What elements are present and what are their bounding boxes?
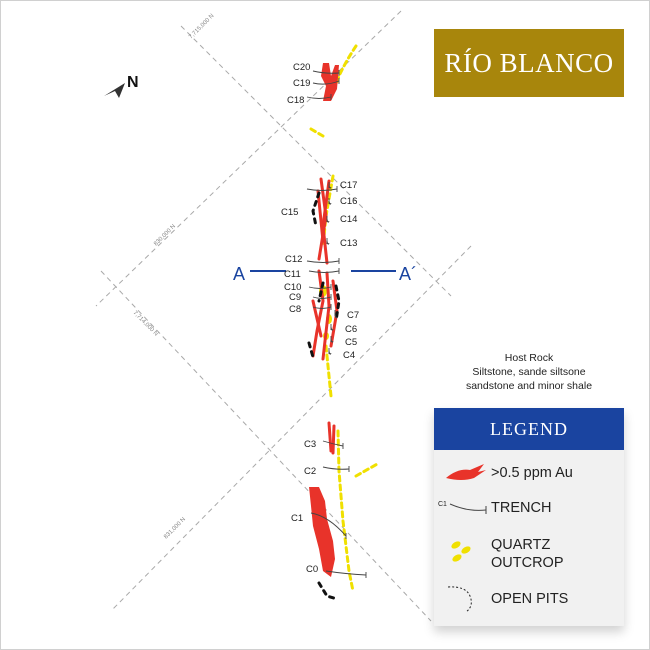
trench-label: C14 (340, 214, 357, 225)
trench-line (306, 96, 332, 99)
trench-label: C9 (289, 292, 301, 303)
grid-label: 7,715,000 N (188, 13, 215, 40)
legend-label-quartz: QUARTZ OUTCROP (491, 537, 564, 571)
trench-label: C2 (304, 466, 316, 477)
grid-line (180, 25, 452, 297)
trench-line (322, 466, 350, 470)
legend-label-open-pits: OPEN PITS (491, 591, 569, 607)
legend-panel: LEGEND >0.5 ppm Au C1 TRENCH QUARTZ OUTC… (434, 408, 624, 626)
gold-anomaly-swatch-icon (446, 464, 486, 480)
trench-label: C10 (284, 282, 301, 293)
trench-line (306, 260, 340, 263)
legend-label-trench: TRENCH (491, 500, 552, 516)
trench-label: C5 (345, 337, 357, 348)
trench-label: C6 (345, 324, 357, 335)
grid-line (100, 270, 432, 622)
trench-label: C7 (347, 310, 359, 321)
trench-line (308, 286, 332, 289)
trench-line (312, 296, 332, 299)
coordinate-grid (95, 10, 472, 622)
trench-label: C4 (343, 350, 355, 361)
section-end-label: A´ (399, 264, 417, 284)
trench-line-symbol-icon: C1 (438, 501, 487, 514)
trench-label: C19 (293, 78, 310, 89)
open-pit-group (307, 191, 341, 601)
host-rock-line: Siltstone, sande siltsone (472, 366, 586, 378)
legend-label-au: >0.5 ppm Au (491, 465, 573, 481)
trench-label: C11 (284, 269, 301, 280)
trench-label: C17 (340, 180, 357, 191)
trench-label: C15 (281, 207, 298, 218)
map-title: RÍO BLANCO (434, 29, 624, 97)
trench-line (312, 306, 332, 309)
trench-line (325, 570, 367, 576)
svg-text:C1: C1 (438, 501, 447, 508)
trench-line (312, 70, 340, 74)
legend-title: LEGEND (434, 408, 624, 450)
trench-label: C18 (287, 95, 304, 106)
trench-label: C16 (340, 196, 357, 207)
host-rock-line: sandstone and minor shale (465, 380, 593, 392)
grid-label: 830,000 N (153, 224, 177, 248)
host-rock-note: Host Rock Siltstone, sande siltsone sand… (459, 351, 599, 393)
trench-label: C13 (340, 238, 357, 249)
trench-label: C20 (293, 62, 310, 73)
north-arrow-icon: N (104, 74, 139, 98)
trench-line (322, 440, 344, 447)
grid-line (110, 245, 472, 612)
grid-label: 7,714,000 N (132, 310, 159, 337)
quartz-outcrop-swatch-icon (451, 541, 471, 562)
trench-line (306, 188, 338, 191)
host-rock-heading: Host Rock (504, 352, 554, 364)
trench-label: C12 (285, 254, 302, 265)
trench-line (312, 80, 340, 85)
trench-label: C8 (289, 304, 301, 315)
trench-line (310, 512, 347, 537)
north-label: N (127, 74, 139, 91)
trench-line (308, 270, 340, 273)
gold-anomaly-group (309, 63, 339, 577)
trench-label: C1 (291, 513, 303, 524)
trench-label: C0 (306, 564, 318, 575)
section-start-label: A (233, 264, 245, 284)
grid-line (95, 10, 402, 307)
trench-label: C3 (304, 439, 316, 450)
section-line: A A´ (233, 264, 417, 284)
grid-label: 831,000 N (163, 517, 187, 541)
open-pit-outline-icon (447, 586, 472, 613)
